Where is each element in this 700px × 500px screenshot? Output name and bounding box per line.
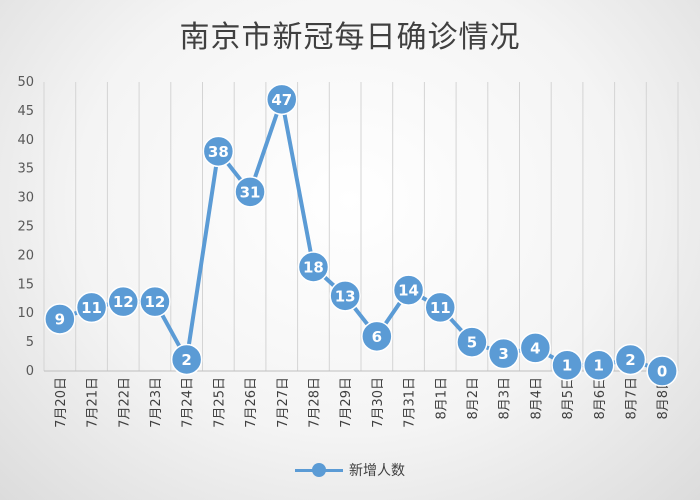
x-tick-label: 7月28日 <box>307 377 322 428</box>
x-tick-label: 7月30日 <box>371 377 386 428</box>
data-label: 1 <box>562 357 572 375</box>
data-point <box>519 332 552 364</box>
y-tick-label: 45 <box>17 104 34 119</box>
data-label: 12 <box>145 293 166 311</box>
data-label: 47 <box>271 91 292 109</box>
x-tick-label: 8月2日 <box>466 377 481 420</box>
data-point <box>551 349 583 381</box>
data-label: 11 <box>81 299 102 317</box>
data-point <box>614 343 647 376</box>
y-tick-label: 0 <box>26 364 34 379</box>
y-tick-label: 35 <box>17 162 34 177</box>
data-point <box>266 83 298 116</box>
y-tick-label: 50 <box>17 75 34 90</box>
data-point <box>583 349 615 381</box>
x-tick-label: 8月6日 <box>593 377 608 420</box>
legend: 新增人数 <box>0 460 700 481</box>
data-point <box>392 274 425 306</box>
x-tick-label: 8月3日 <box>498 377 513 420</box>
data-point <box>44 303 76 335</box>
data-point <box>202 135 235 168</box>
data-point <box>234 176 266 208</box>
x-tick-label: 8月1日 <box>434 377 449 420</box>
y-tick-label: 10 <box>17 306 34 321</box>
x-tick-label: 8月5日 <box>561 377 576 420</box>
data-point <box>424 291 456 324</box>
y-tick-label: 25 <box>17 220 34 235</box>
y-tick-label: 15 <box>17 277 34 292</box>
data-label: 0 <box>657 363 667 381</box>
data-label: 2 <box>625 351 635 369</box>
x-tick-label: 7月24日 <box>181 377 196 428</box>
data-point <box>139 285 171 318</box>
data-label: 31 <box>240 183 261 201</box>
data-point <box>361 320 393 353</box>
data-label: 14 <box>398 282 419 300</box>
x-tick-label: 7月31日 <box>403 377 418 428</box>
x-tick-label: 7月21日 <box>86 377 101 428</box>
x-tick-label: 7月26日 <box>244 377 259 428</box>
data-label: 5 <box>467 334 477 352</box>
y-tick-label: 30 <box>17 191 34 206</box>
data-point <box>297 251 330 283</box>
x-tick-label: 7月20日 <box>54 377 69 428</box>
data-label: 4 <box>530 339 540 357</box>
data-point <box>170 343 203 376</box>
data-label: 18 <box>303 258 324 276</box>
data-label: 13 <box>335 287 356 305</box>
legend-label: 新增人数 <box>349 463 405 479</box>
data-label: 1 <box>594 357 604 375</box>
x-tick-label: 7月29日 <box>339 377 354 428</box>
y-tick-label: 40 <box>17 133 34 148</box>
data-label: 11 <box>430 299 451 317</box>
x-tick-label: 7月25日 <box>212 377 227 428</box>
x-tick-label: 7月23日 <box>149 377 164 428</box>
data-label: 2 <box>181 351 191 369</box>
x-tick-label: 8月7日 <box>624 377 639 420</box>
data-point <box>456 326 488 358</box>
data-label: 6 <box>372 328 382 346</box>
x-tick-label: 7月22日 <box>117 377 132 428</box>
data-point <box>487 337 520 370</box>
data-point <box>329 280 361 312</box>
y-tick-label: 20 <box>17 248 34 263</box>
data-point <box>107 285 139 318</box>
y-tick-label: 5 <box>26 335 34 350</box>
data-point <box>646 355 678 387</box>
x-tick-label: 8月4日 <box>529 377 544 420</box>
data-label: 12 <box>113 293 134 311</box>
x-tick-label: 8月8日 <box>656 377 671 420</box>
data-label: 3 <box>498 345 508 363</box>
chart-title: 南京市新冠每日确诊情况 <box>179 20 521 55</box>
data-point <box>75 291 108 324</box>
legend-marker-icon <box>295 463 343 477</box>
data-label: 9 <box>55 310 65 328</box>
x-tick-label: 7月27日 <box>276 377 291 428</box>
data-label: 38 <box>208 143 229 161</box>
